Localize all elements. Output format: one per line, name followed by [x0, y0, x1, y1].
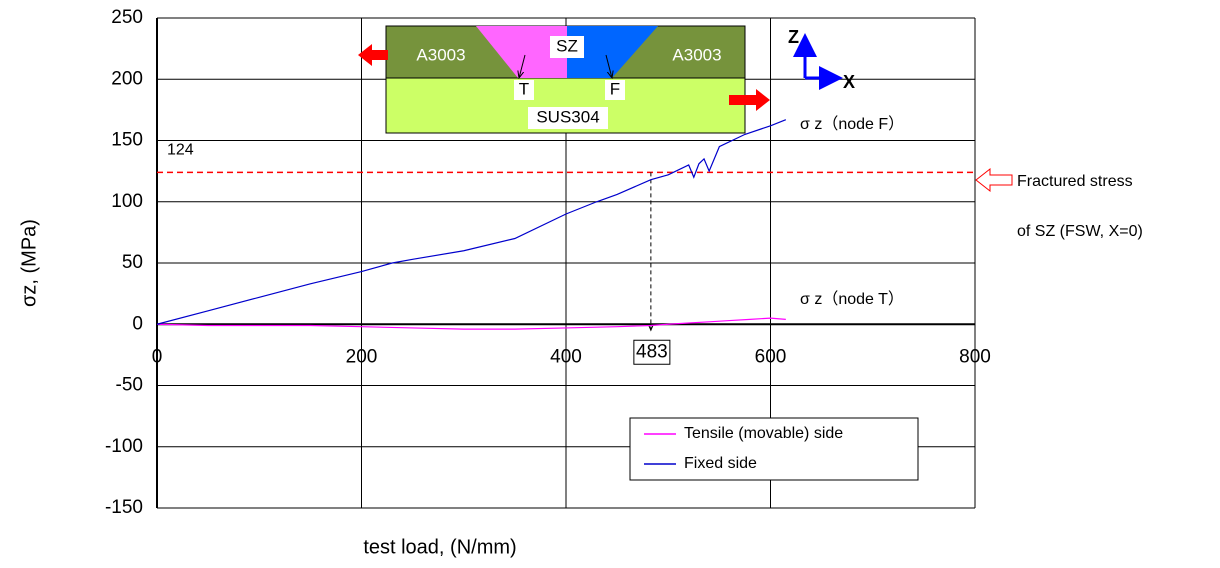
- inset-label: F: [610, 79, 620, 98]
- y-tick-label: 100: [111, 191, 143, 212]
- fracture-note: Fractured stress: [1017, 173, 1133, 190]
- inset-label: SZ: [556, 36, 578, 55]
- y-tick-label: 250: [111, 7, 143, 28]
- x-tick-label: 400: [550, 346, 582, 367]
- x-tick-label: 0: [152, 346, 163, 367]
- axis-letter: Z: [788, 27, 799, 47]
- x-tick-label: 800: [959, 346, 991, 367]
- fracture-load-label: 483: [636, 341, 668, 362]
- inset-label: SUS304: [536, 107, 599, 126]
- fracture-arrow: [976, 169, 1012, 191]
- y-tick-label: 50: [122, 252, 143, 273]
- inset-label: A3003: [672, 45, 721, 64]
- load-arrow: [358, 44, 388, 66]
- y-tick-label: 0: [132, 313, 143, 334]
- fracture-note: of SZ (FSW, X=0): [1017, 223, 1143, 240]
- legend-label: Fixed side: [684, 455, 757, 472]
- fracture-label: 124: [167, 142, 194, 159]
- inset-label: T: [519, 79, 529, 98]
- y-axis-label: σz, (MPa): [18, 219, 40, 307]
- axis-letter: X: [843, 72, 855, 92]
- x-tick-label: 200: [346, 346, 378, 367]
- chart: test load, (N/mm) σz, (MPa) A3003 A3003 …: [0, 0, 1220, 568]
- x-axis-label: test load, (N/mm): [363, 536, 516, 558]
- y-tick-label: 150: [111, 130, 143, 151]
- inset-label: A3003: [416, 45, 465, 64]
- legend-label: Tensile (movable) side: [684, 425, 843, 442]
- y-tick-label: 200: [111, 68, 143, 89]
- series-line: [157, 120, 786, 325]
- y-tick-label: -150: [105, 497, 143, 518]
- series-annotation: σ z（node F）: [800, 115, 904, 133]
- y-tick-label: -100: [105, 436, 143, 457]
- y-tick-label: -50: [116, 375, 143, 396]
- series-annotation: σ z（node T）: [800, 290, 904, 308]
- x-tick-label: 600: [755, 346, 787, 367]
